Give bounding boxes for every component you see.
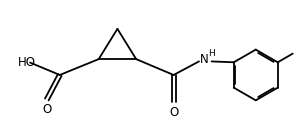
Text: N: N	[199, 53, 208, 66]
Text: HO: HO	[18, 56, 36, 68]
Text: O: O	[42, 103, 51, 116]
Text: O: O	[169, 106, 178, 119]
Text: H: H	[208, 49, 215, 58]
